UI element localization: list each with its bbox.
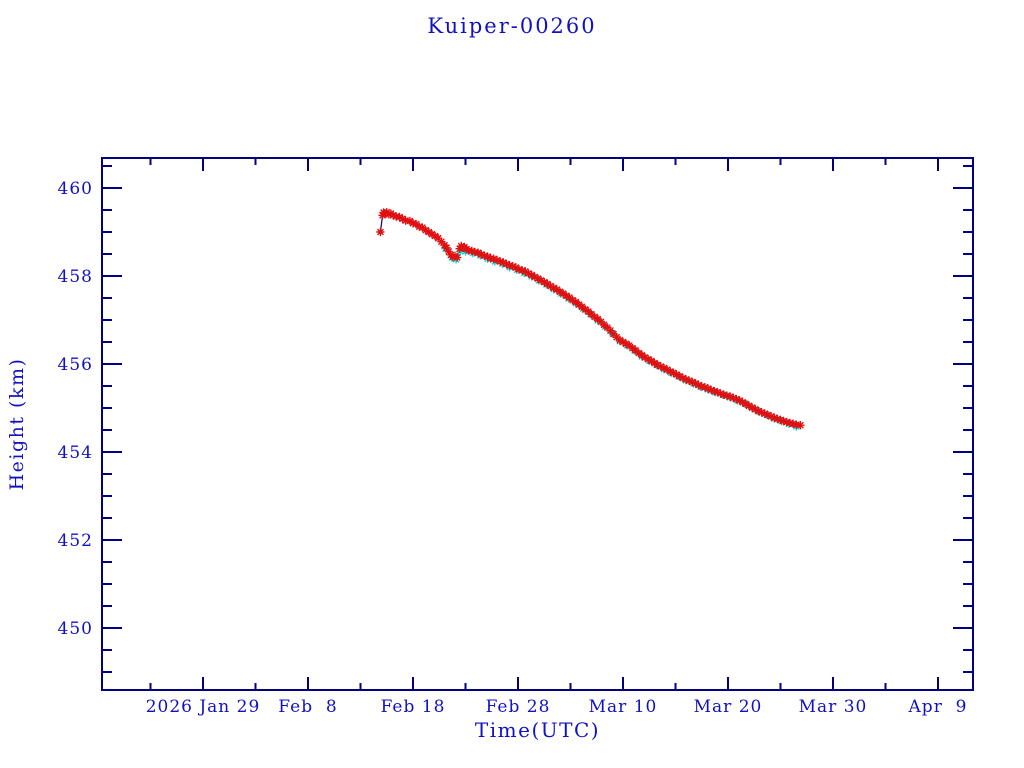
y-tick-label: 452 xyxy=(58,531,93,551)
x-tick-label: Mar 20 xyxy=(694,697,763,717)
y-tick-label: 458 xyxy=(58,267,93,287)
y-tick-label: 460 xyxy=(58,179,93,199)
data-markers-height-observed-red xyxy=(376,207,805,430)
x-tick-label: Feb 28 xyxy=(486,697,551,717)
x-tick-label: 2026 Jan 29 xyxy=(146,697,261,717)
plot-frame xyxy=(101,157,974,691)
y-tick-label: 456 xyxy=(58,355,93,375)
x-tick-label: Mar 30 xyxy=(799,697,868,717)
y-tick-label: 454 xyxy=(58,443,93,463)
x-tick-label: Feb 8 xyxy=(278,697,337,717)
y-tick-label: 450 xyxy=(58,619,93,639)
x-tick-label: Apr 9 xyxy=(908,697,968,717)
x-axis-title: Time(UTC) xyxy=(474,718,601,742)
axis-ticks xyxy=(102,158,973,690)
chart-title: Kuiper-00260 xyxy=(427,14,597,38)
x-tick-label: Mar 10 xyxy=(589,697,658,717)
x-tick-label: Feb 18 xyxy=(381,697,446,717)
